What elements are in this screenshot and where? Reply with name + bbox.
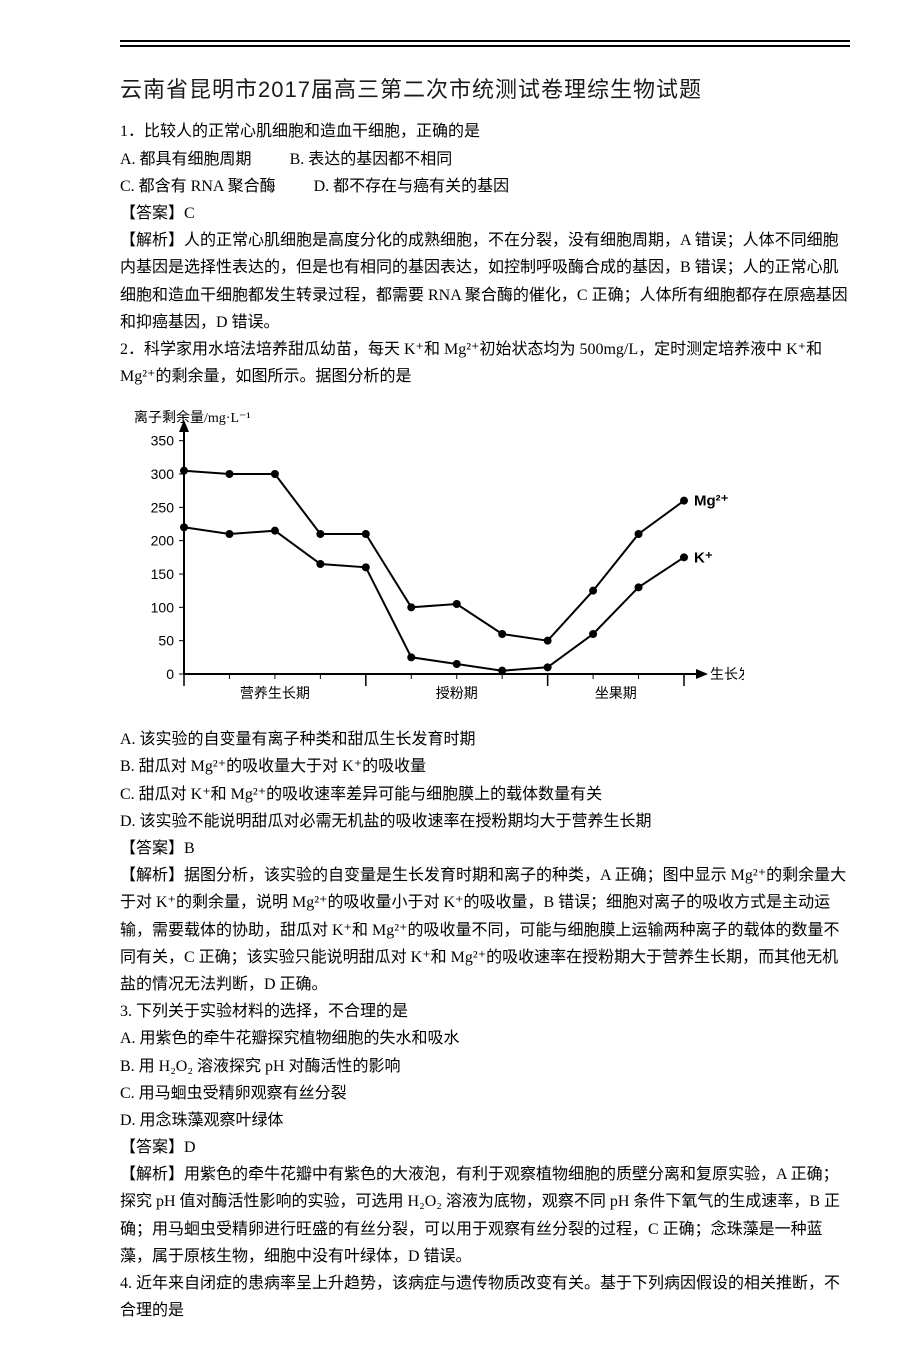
- svg-text:50: 50: [158, 633, 174, 649]
- q4-stem: 4. 近年来自闭症的患病率呈上升趋势，该病症与遗传物质改变有关。基于下列病因假设…: [120, 1270, 850, 1324]
- svg-text:200: 200: [151, 533, 175, 549]
- q2-opt-a: A. 该实验的自变量有离子种类和甜瓜生长发育时期: [120, 726, 850, 753]
- svg-text:授粉期: 授粉期: [436, 686, 478, 702]
- q1-options-row2: C. 都含有 RNA 聚合酶 D. 都不存在与癌有关的基因: [120, 173, 850, 200]
- q2-opt-d: D. 该实验不能说明甜瓜对必需无机盐的吸收速率在授粉期均大于营养生长期: [120, 808, 850, 835]
- svg-text:100: 100: [151, 600, 175, 616]
- q1-stem: 1．比较人的正常心肌细胞和造血干细胞，正确的是: [120, 118, 850, 145]
- q3-opt-c: C. 用马蛔虫受精卵观察有丝分裂: [120, 1080, 850, 1107]
- svg-text:0: 0: [166, 666, 174, 682]
- q3-answer: 【答案】D: [120, 1134, 850, 1161]
- q2-opt-b: B. 甜瓜对 Mg²⁺的吸收量大于对 K⁺的吸收量: [120, 753, 850, 780]
- svg-text:350: 350: [151, 433, 175, 449]
- document-title: 云南省昆明市2017届高三第二次市统测试卷理综生物试题: [120, 71, 850, 108]
- q2-stem: 2．科学家用水培法培养甜瓜幼苗，每天 K⁺和 Mg²⁺初始状态均为 500mg/…: [120, 336, 850, 390]
- svg-text:150: 150: [151, 566, 175, 582]
- svg-text:Mg²⁺: Mg²⁺: [694, 493, 729, 510]
- q3-explain: 【解析】用紫色的牵牛花瓣中有紫色的大液泡，有利于观察植物细胞的质壁分离和复原实验…: [120, 1161, 850, 1270]
- svg-text:300: 300: [151, 466, 175, 482]
- q3-opt-d: D. 用念珠藻观察叶绿体: [120, 1107, 850, 1134]
- top-rule: [120, 40, 850, 47]
- svg-text:K⁺: K⁺: [694, 550, 713, 567]
- q1-options-row1: A. 都具有细胞周期 B. 表达的基因都不相同: [120, 146, 850, 173]
- q1-opt-c: C. 都含有 RNA 聚合酶: [120, 173, 276, 200]
- q3-opt-a: A. 用紫色的牵牛花瓣探究植物细胞的失水和吸水: [120, 1025, 850, 1052]
- ion-chart: 离子剩余量/mg·L⁻¹ 0 50 100 150 200 250 300 350 营养生长期 授粉…: [120, 400, 850, 718]
- svg-text:250: 250: [151, 500, 175, 516]
- q1-answer: 【答案】C: [120, 200, 850, 227]
- q3-opt-b: B. 用 H₂O₂ 溶液探究 pH 对酶活性的影响: [120, 1053, 850, 1080]
- svg-text:坐果期: 坐果期: [595, 686, 637, 702]
- q2-opt-c: C. 甜瓜对 K⁺和 Mg²⁺的吸收速率差异可能与细胞膜上的载体数量有关: [120, 781, 850, 808]
- svg-text:离子剩余量/mg·L⁻¹: 离子剩余量/mg·L⁻¹: [134, 409, 251, 426]
- q1-opt-b: B. 表达的基因都不相同: [290, 146, 453, 173]
- q2-answer: 【答案】B: [120, 835, 850, 862]
- page: 云南省昆明市2017届高三第二次市统测试卷理综生物试题 1．比较人的正常心肌细胞…: [0, 0, 920, 1364]
- q1-opt-a: A. 都具有细胞周期: [120, 146, 252, 173]
- svg-text:生长发育时期: 生长发育时期: [710, 667, 744, 683]
- q1-explain: 【解析】人的正常心肌细胞是高度分化的成熟细胞，不在分裂，没有细胞周期，A 错误；…: [120, 227, 850, 336]
- q1-opt-d: D. 都不存在与癌有关的基因: [314, 173, 510, 200]
- q3-stem: 3. 下列关于实验材料的选择，不合理的是: [120, 998, 850, 1025]
- q2-explain: 【解析】据图分析，该实验的自变量是生长发育时期和离子的种类，A 正确；图中显示 …: [120, 862, 850, 998]
- ion-chart-svg: 离子剩余量/mg·L⁻¹ 0 50 100 150 200 250 300 350 营养生长期 授粉…: [124, 404, 744, 714]
- svg-text:营养生长期: 营养生长期: [240, 686, 310, 702]
